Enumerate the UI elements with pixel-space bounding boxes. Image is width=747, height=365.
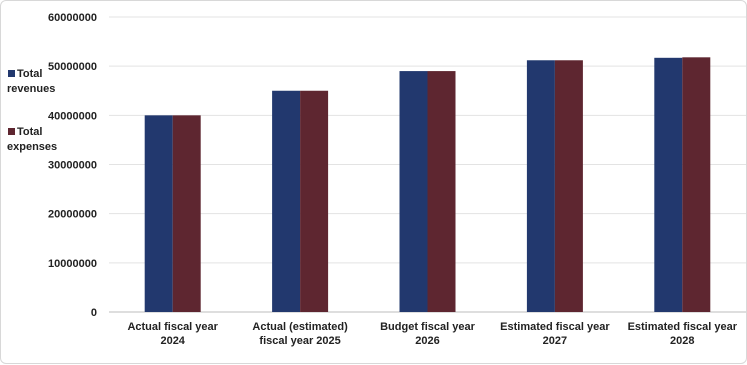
bar-revenues [399,71,428,312]
y-tick-label: 20000000 [48,209,97,221]
x-tick-label: Estimated fiscal year 2028 [628,321,738,347]
x-tick-label: Actual fiscal year 2024 [127,321,218,347]
legend-swatch [8,70,15,77]
bar-expenses [300,90,329,312]
bar-revenues [654,57,683,312]
y-tick-label: 0 [91,307,97,319]
y-tick-label: 60000000 [48,12,97,24]
x-tick-label: Actual (estimated) fiscal year 2025 [252,321,348,347]
y-tick-label: 50000000 [48,61,97,73]
x-tick-label: Estimated fiscal year 2027 [500,321,610,347]
bar-expenses [554,60,583,313]
legend-swatch [8,128,15,135]
x-tick-label: Budget fiscal year 2026 [380,321,475,347]
bar-revenues [272,90,301,312]
legend-label: Total revenues [7,68,55,95]
legend-label: Total expenses [7,126,57,153]
bar-revenues [144,115,173,312]
bar-expenses [172,115,201,312]
y-tick-label: 10000000 [48,258,97,270]
y-tick-label: 40000000 [48,110,97,122]
bar-expenses [682,57,711,312]
bar-expenses [427,71,456,312]
bar-revenues [526,60,555,313]
y-tick-label: 30000000 [48,160,97,172]
